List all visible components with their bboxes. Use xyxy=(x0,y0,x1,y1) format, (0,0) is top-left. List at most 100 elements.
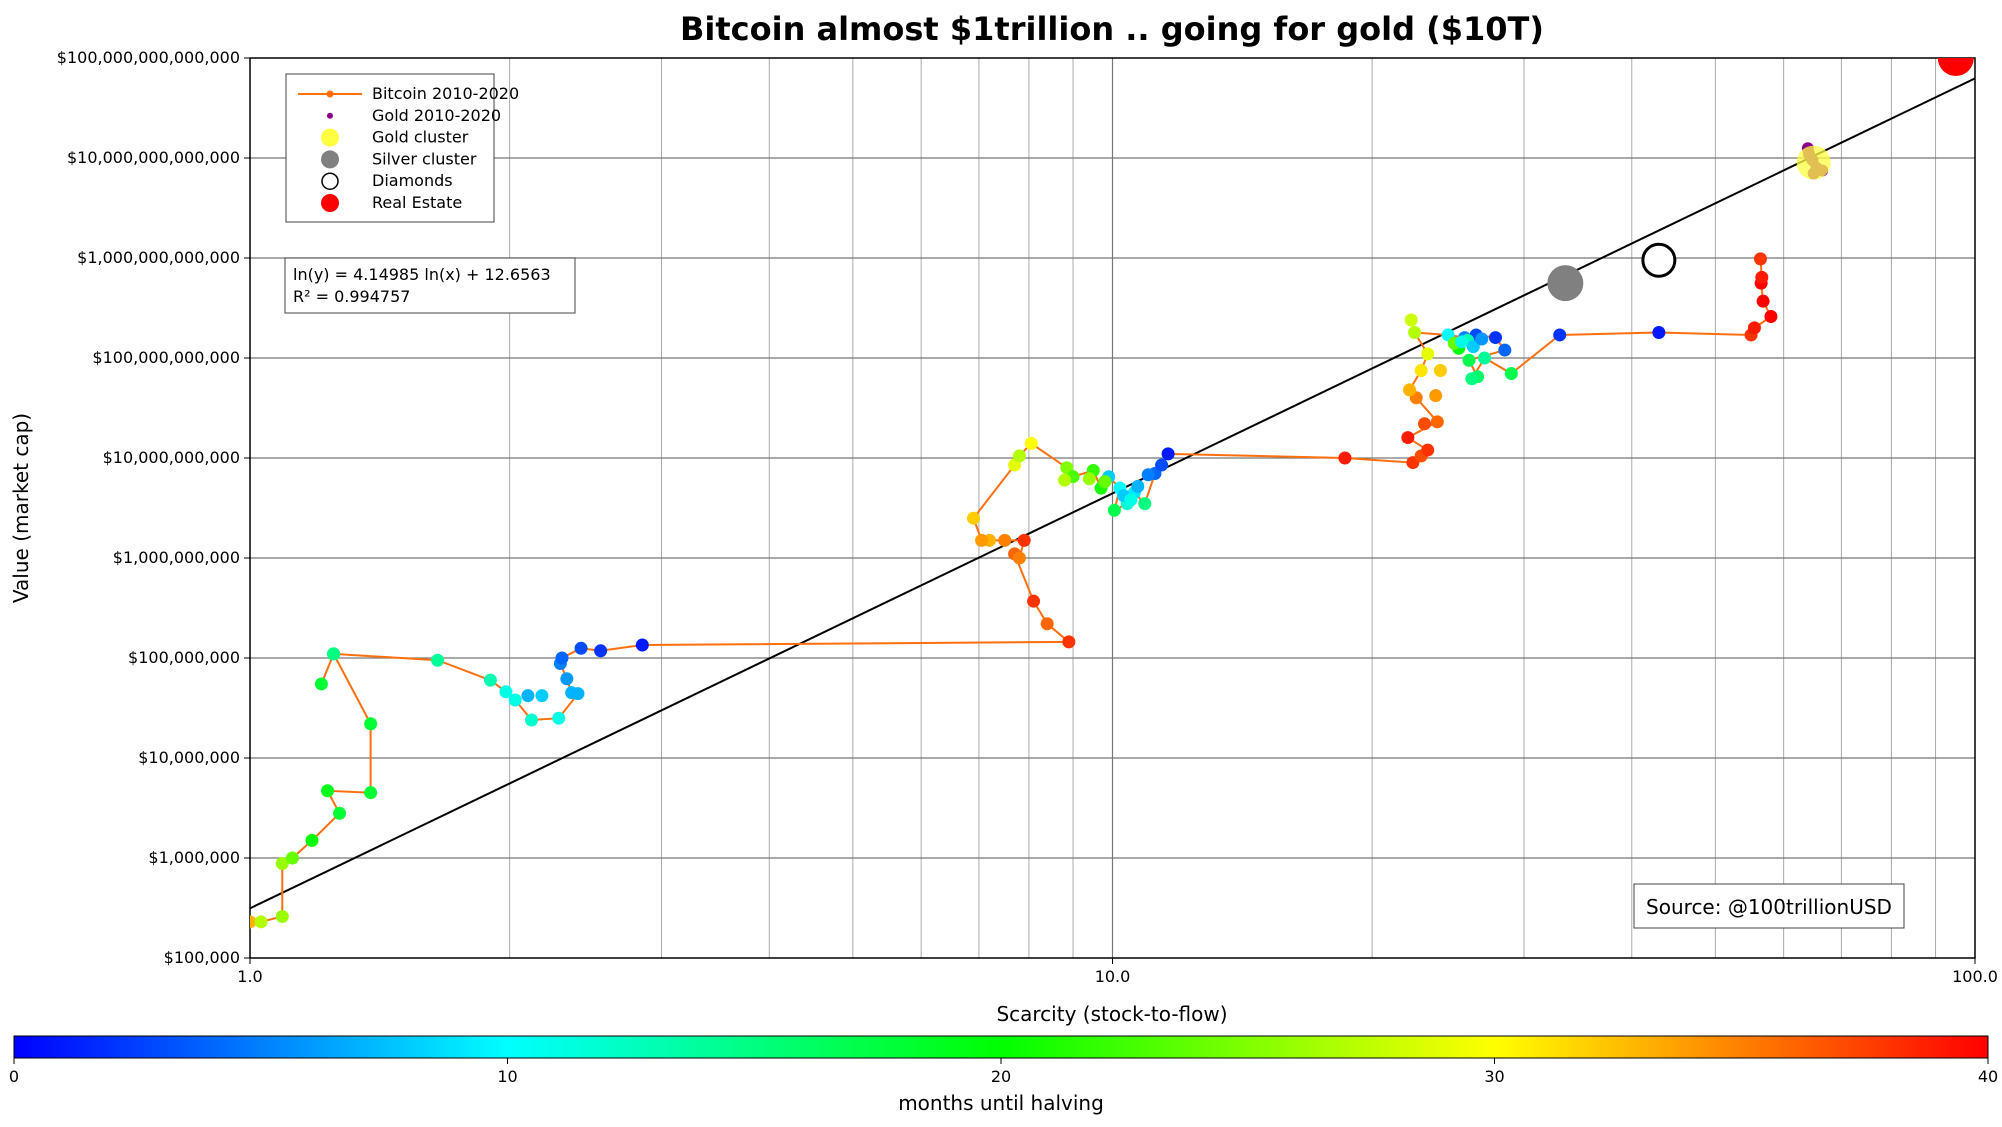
bitcoin-point xyxy=(552,711,566,725)
bitcoin-point xyxy=(1408,325,1422,339)
chart-title: Bitcoin almost $1trillion .. going for g… xyxy=(680,10,1544,48)
bitcoin-point xyxy=(1404,313,1418,327)
legend-label: Diamonds xyxy=(372,171,453,190)
bitcoin-point xyxy=(1553,328,1567,342)
bitcoin-point xyxy=(1478,351,1492,365)
legend-label: Bitcoin 2010-2020 xyxy=(372,84,519,103)
y-tick-label: $100,000,000 xyxy=(128,648,240,667)
colorbar-tick-label: 30 xyxy=(1484,1067,1504,1086)
regression-equation: ln(y) = 4.14985 ln(x) + 12.6563 xyxy=(293,265,551,284)
legend-label: Real Estate xyxy=(372,193,462,212)
bitcoin-point xyxy=(1027,594,1041,608)
legend-marker-bitcoin xyxy=(326,90,334,98)
bitcoin-point xyxy=(1082,472,1096,486)
y-tick-label: $1,000,000 xyxy=(148,848,240,867)
x-axis-label: Scarcity (stock-to-flow) xyxy=(996,1002,1227,1026)
grid xyxy=(250,58,1975,958)
legend: Bitcoin 2010-2020 Gold 2010-2020 Gold clus… xyxy=(285,73,519,223)
bitcoin-point xyxy=(508,693,522,707)
bitcoin-point xyxy=(1138,497,1152,511)
bitcoin-point xyxy=(1430,415,1444,429)
bitcoin-point xyxy=(1475,332,1489,346)
bitcoin-point xyxy=(285,851,299,865)
regression-box: ln(y) = 4.14985 ln(x) + 12.6563 R² = 0.9… xyxy=(284,257,576,314)
bitcoin-point xyxy=(1131,479,1145,493)
bitcoin-point xyxy=(1753,252,1767,266)
y-tick-label: $1,000,000,000,000 xyxy=(77,248,240,267)
bitcoin-point xyxy=(524,713,538,727)
x-tick-label: 1.0 xyxy=(237,967,262,986)
bitcoin-point xyxy=(333,806,347,820)
bitcoin-point xyxy=(1107,503,1121,517)
colorbar-gradient xyxy=(13,1035,1989,1059)
x-tick-label: 100.0 xyxy=(1952,967,1998,986)
silver-cluster-marker xyxy=(1547,265,1584,302)
bitcoin-point xyxy=(254,915,268,929)
y-tick-label: $100,000,000,000,000 xyxy=(57,48,240,67)
bitcoin-point xyxy=(975,533,989,547)
bitcoin-point xyxy=(431,653,445,667)
y-axis-label: Value (market cap) xyxy=(9,413,33,603)
bitcoin-point xyxy=(1421,347,1435,361)
bitcoin-point xyxy=(1017,533,1031,547)
bitcoin-point xyxy=(565,686,579,700)
source-box: Source: @100trillionUSD xyxy=(1633,883,1905,929)
bitcoin-point xyxy=(1465,372,1479,386)
bitcoin-point xyxy=(327,647,341,661)
bitcoin-point xyxy=(1040,617,1054,631)
bitcoin-point xyxy=(560,672,574,686)
bitcoin-point xyxy=(1433,363,1447,377)
gold-cluster-marker xyxy=(1796,145,1831,180)
bitcoin-point xyxy=(998,533,1012,547)
bitcoin-point xyxy=(321,784,335,798)
regression-r-squared: R² = 0.994757 xyxy=(293,287,410,306)
bitcoin-point xyxy=(967,511,981,525)
legend-label: Silver cluster xyxy=(372,149,477,168)
colorbar-tick-label: 20 xyxy=(991,1067,1011,1086)
bitcoin-point xyxy=(1414,363,1428,377)
bitcoin-point xyxy=(635,638,649,652)
legend-marker xyxy=(321,150,339,169)
legend-box xyxy=(285,73,495,223)
legend-label: Gold cluster xyxy=(372,128,469,147)
bitcoin-point xyxy=(1124,493,1138,507)
bitcoin-point xyxy=(1498,343,1512,357)
bitcoin-point xyxy=(275,857,289,871)
y-tick-label: $10,000,000,000,000 xyxy=(67,148,240,167)
colorbar-ticks: 0 10 20 30 40 xyxy=(9,1058,1998,1086)
bitcoin-point xyxy=(1062,635,1076,649)
bitcoin-point xyxy=(594,644,608,658)
bitcoin-point xyxy=(521,689,535,703)
source-text: Source: @100trillionUSD xyxy=(1646,895,1892,919)
y-tick-label: $1,000,000,000 xyxy=(113,548,240,567)
bitcoin-point xyxy=(499,685,513,699)
bitcoin-point xyxy=(1161,447,1175,461)
bitcoin-point xyxy=(275,910,289,924)
legend-label: Gold 2010-2020 xyxy=(372,106,501,125)
bitcoin-point xyxy=(1429,389,1443,403)
bitcoin-point xyxy=(305,833,319,847)
y-tick-label: $10,000,000 xyxy=(138,748,240,767)
colorbar-label: months until halving xyxy=(898,1091,1104,1115)
bitcoin-point xyxy=(250,915,257,929)
bitcoin-point xyxy=(1060,461,1074,475)
bitcoin-point xyxy=(1417,417,1431,431)
bitcoin-point xyxy=(1012,449,1026,463)
bitcoin-point xyxy=(1455,335,1469,349)
plot-frame xyxy=(249,57,1976,959)
bitcoin-point xyxy=(1024,436,1038,450)
legend-marker xyxy=(321,128,339,147)
bitcoin-point xyxy=(1155,458,1169,472)
bitcoin-point xyxy=(1421,443,1435,457)
bitcoin-point xyxy=(1755,270,1769,284)
markers xyxy=(250,58,1974,929)
y-tick-label: $100,000,000,000 xyxy=(92,348,240,367)
y-tick-label: $10,000,000,000 xyxy=(103,448,240,467)
bitcoin-point xyxy=(364,717,378,731)
bitcoin-point xyxy=(1652,325,1666,339)
bitcoin-point xyxy=(1462,353,1476,367)
y-tick-label: $100,000 xyxy=(164,948,240,967)
bitcoin-point xyxy=(1098,475,1112,489)
bitcoin-point xyxy=(1756,294,1770,308)
